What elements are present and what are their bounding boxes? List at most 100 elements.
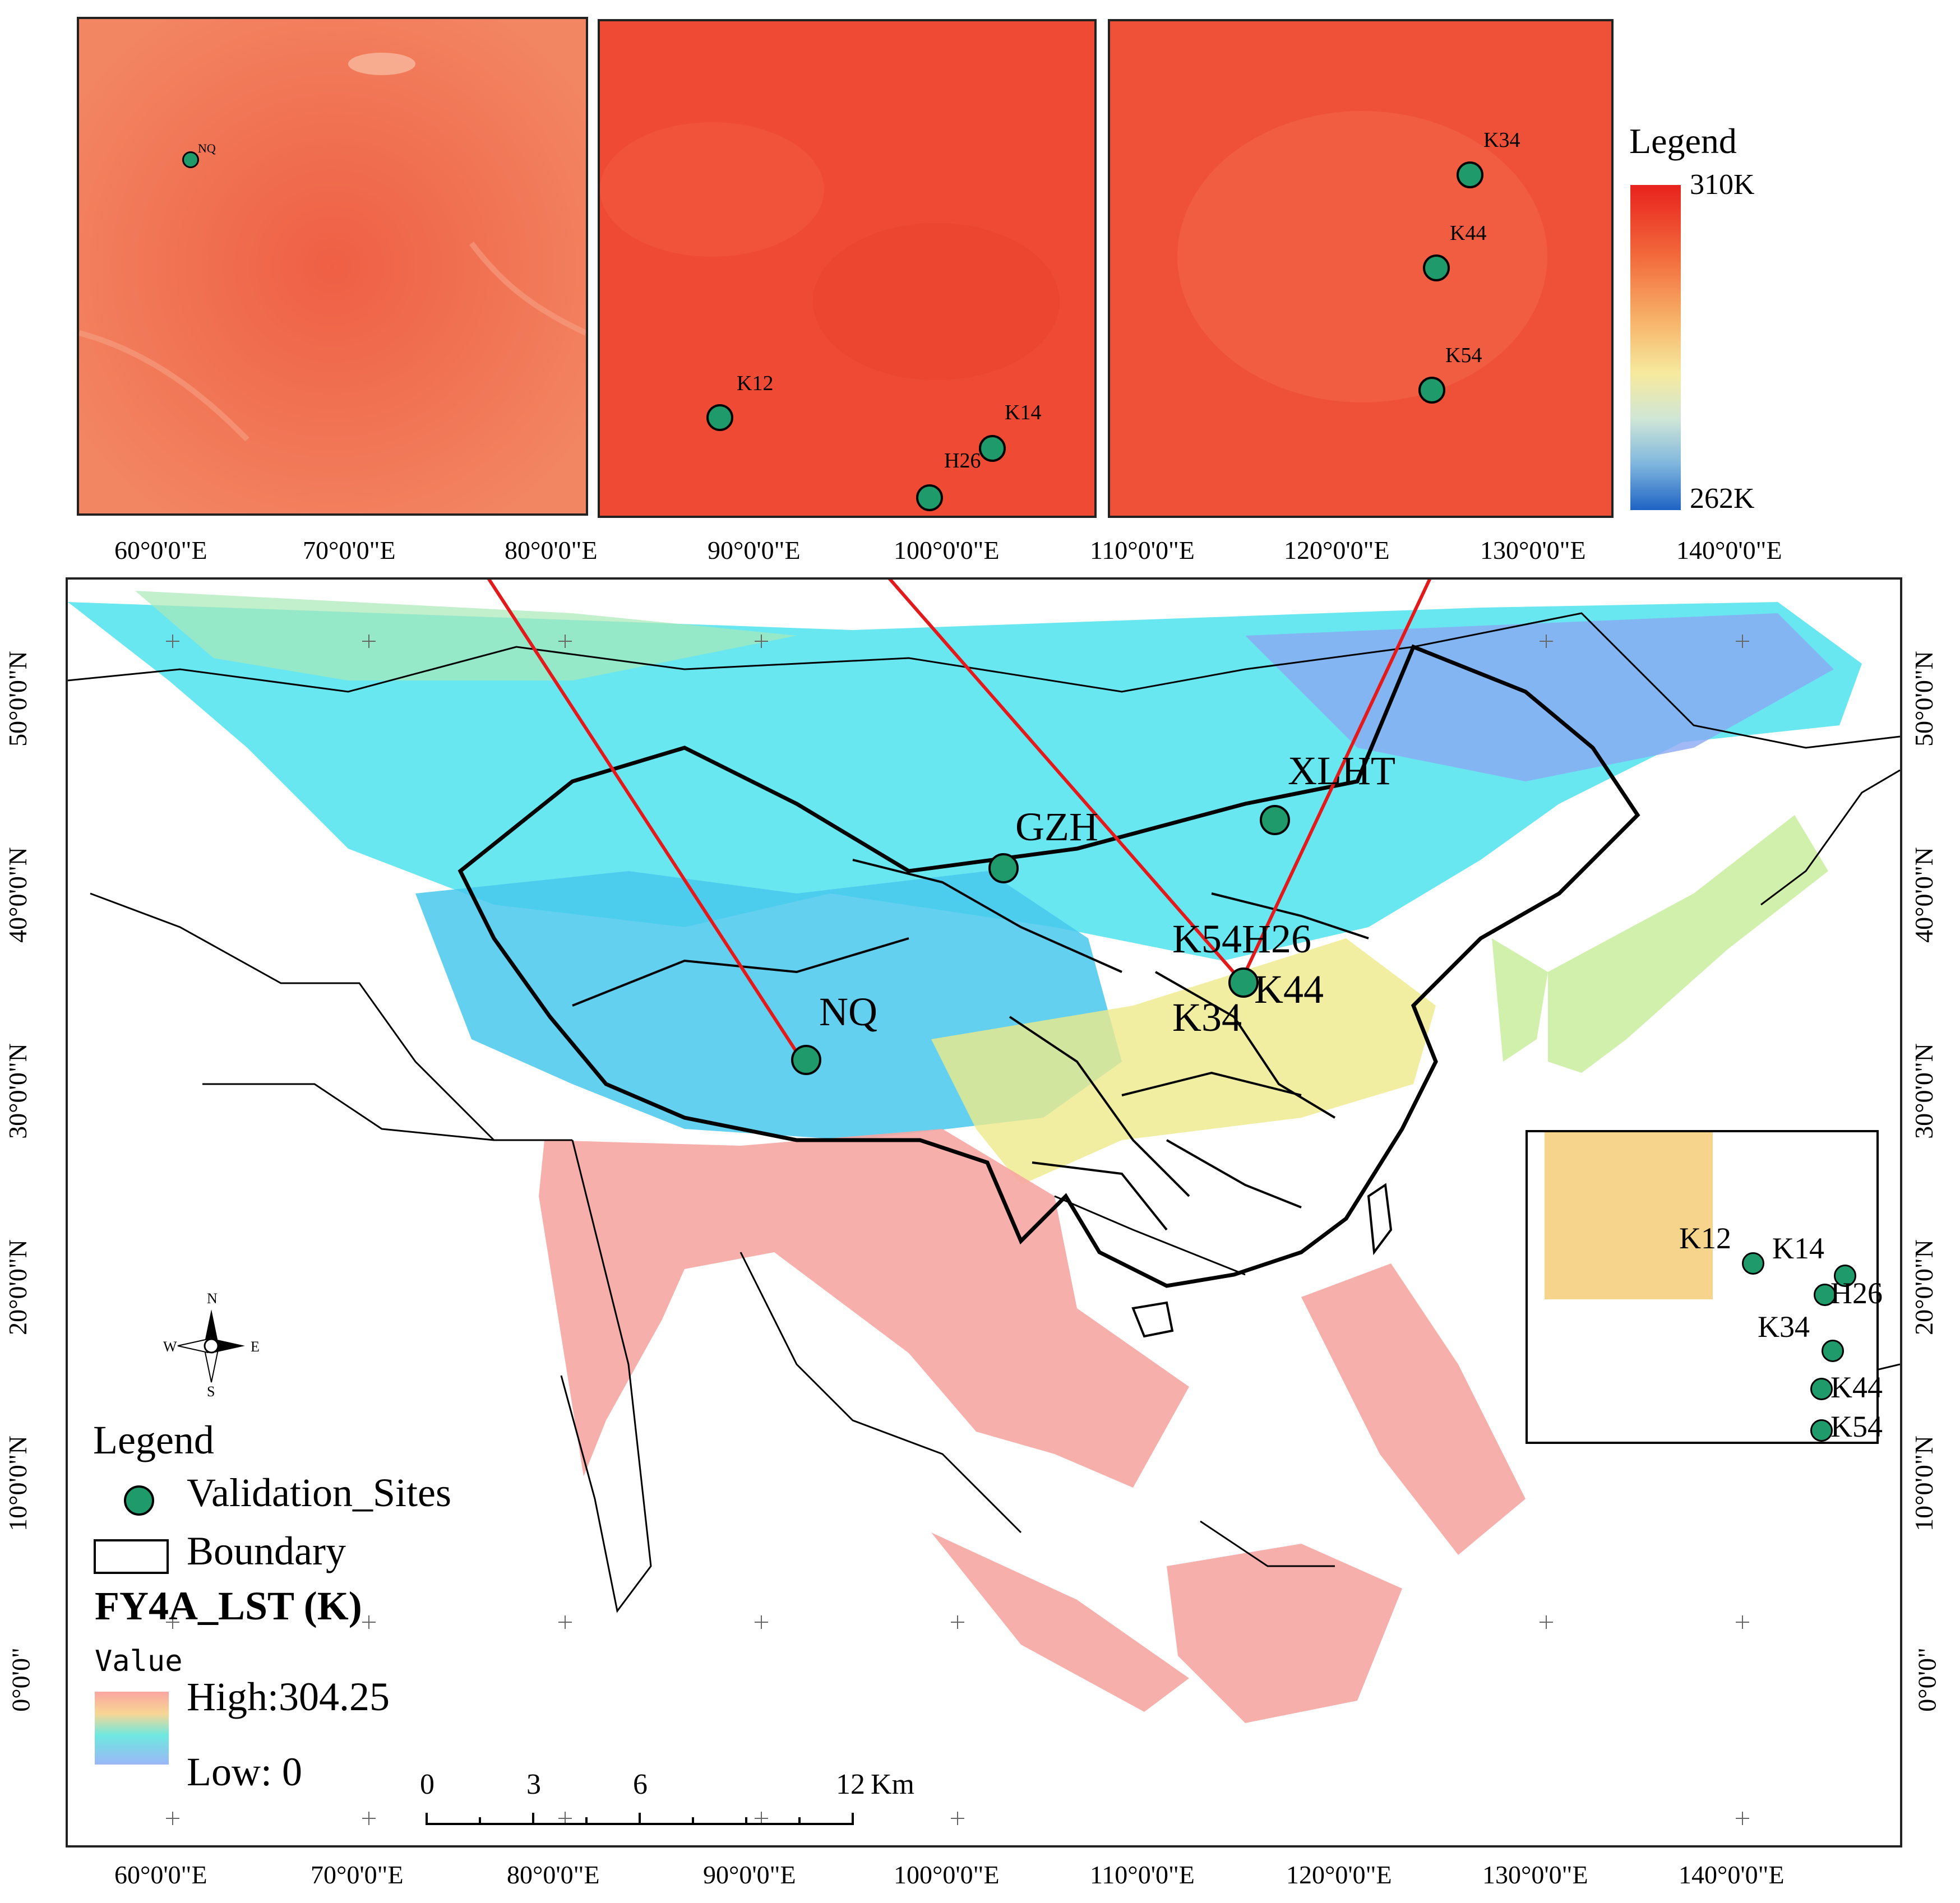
inset-legend-max: 310K bbox=[1690, 169, 1755, 201]
top-lon-label-60: 60°0'0"E bbox=[114, 536, 207, 564]
scale-tick-12: 12 bbox=[836, 1768, 865, 1800]
top-lon-label-120: 120°0'0"E bbox=[1284, 536, 1390, 564]
site-label-h26-inset: H26 bbox=[944, 449, 981, 473]
east-inset-panel: K34 K44 K54 bbox=[1108, 19, 1614, 518]
sea-islands-lst bbox=[931, 1263, 1526, 1723]
lat-label-left-50: 50°0'0"N bbox=[3, 651, 32, 747]
top-lon-label-130: 130°0'0"E bbox=[1480, 536, 1586, 564]
site-label-k44-inset: K44 bbox=[1450, 221, 1487, 245]
site-marker-k14-inset bbox=[979, 435, 1006, 462]
lat-label-left-40: 40°0'0"N bbox=[3, 847, 32, 943]
site-marker-k44-inset bbox=[1423, 254, 1450, 281]
lat-label-right-20: 20°0'0"N bbox=[1909, 1239, 1938, 1335]
legend-site-symbol bbox=[124, 1485, 154, 1516]
legend-low-label: Low: 0 bbox=[187, 1749, 302, 1794]
compass-s: S bbox=[207, 1383, 215, 1400]
scale-tick-3: 3 bbox=[526, 1768, 541, 1800]
lat-label-left-0: 0°0'0" bbox=[6, 1647, 35, 1712]
south-lst-region bbox=[539, 1129, 1189, 1488]
site-label-k12-inset: K12 bbox=[737, 372, 774, 395]
central-yellow bbox=[931, 938, 1436, 1185]
top-lon-label-100: 100°0'0"E bbox=[894, 536, 1000, 564]
legend-value-ramp bbox=[95, 1692, 169, 1765]
site-marker-h26-inset bbox=[916, 484, 943, 511]
site-marker-nq bbox=[791, 1045, 821, 1075]
site-label-k44-right: K44 bbox=[1830, 1370, 1883, 1404]
bottom-lon-label-130: 130°0'0"E bbox=[1482, 1860, 1588, 1889]
legend-title: Legend bbox=[93, 1418, 214, 1462]
henan-inset-texture bbox=[600, 21, 1094, 516]
site-marker-h26-right bbox=[1814, 1284, 1836, 1306]
lat-label-right-50: 50°0'0"N bbox=[1909, 651, 1938, 747]
site-marker-k12-inset bbox=[706, 404, 733, 431]
site-label-k44: K44 bbox=[1254, 967, 1324, 1012]
scale-bar-graphic bbox=[426, 1813, 854, 1825]
main-map-frame: XLHT GZH K54H26 K44 K34 NQ K12 K14 H26 K… bbox=[66, 577, 1902, 1848]
site-marker-k44-right bbox=[1810, 1378, 1833, 1400]
legend-high-label: High:304.25 bbox=[187, 1674, 390, 1719]
site-marker-k14-right bbox=[1834, 1265, 1856, 1287]
east-inset-texture bbox=[1110, 21, 1611, 516]
legend-boundary-symbol bbox=[94, 1539, 169, 1574]
compass-e: E bbox=[251, 1339, 260, 1355]
site-label-gzh: GZH bbox=[1015, 804, 1098, 849]
site-label-k14-right: K14 bbox=[1772, 1231, 1824, 1265]
scale-tick-6: 6 bbox=[633, 1768, 648, 1800]
scale-bar: 0 3 6 12 Km bbox=[415, 1768, 914, 1830]
top-lon-label-140: 140°0'0"E bbox=[1676, 536, 1782, 564]
site-label-nq: NQ bbox=[819, 989, 877, 1034]
inset-legend-title: Legend bbox=[1629, 121, 1737, 161]
bottom-lon-label-120: 120°0'0"E bbox=[1286, 1860, 1392, 1889]
site-marker-xlht bbox=[1260, 805, 1290, 835]
nq-inset-texture bbox=[79, 19, 586, 513]
site-label-k12-right: K12 bbox=[1679, 1221, 1731, 1255]
lat-label-right-0: 0°0'0" bbox=[1912, 1647, 1941, 1712]
main-map-canvas bbox=[68, 580, 1900, 1825]
right-inset-shaded-area bbox=[1545, 1132, 1713, 1299]
bottom-lon-label-70: 70°0'0"E bbox=[311, 1860, 404, 1889]
site-label-k54h26: K54H26 bbox=[1172, 916, 1311, 961]
site-label-k34: K34 bbox=[1172, 995, 1242, 1040]
scale-unit: Km bbox=[871, 1768, 914, 1800]
hainan bbox=[1131, 1301, 1174, 1338]
site-label-nq-inset: NQ bbox=[198, 141, 216, 155]
bottom-lon-label-110: 110°0'0"E bbox=[1090, 1860, 1195, 1889]
legend-layer-title: FY4A_LST (K) bbox=[95, 1583, 362, 1628]
site-label-k14-inset: K14 bbox=[1005, 401, 1042, 424]
compass-n: N bbox=[207, 1290, 218, 1307]
bottom-lon-label-90: 90°0'0"E bbox=[703, 1860, 796, 1889]
lat-label-left-10: 10°0'0"N bbox=[3, 1436, 32, 1531]
site-marker-k-cluster bbox=[1228, 967, 1259, 998]
compass-rose: N S W E bbox=[163, 1290, 260, 1400]
lat-label-left-30: 30°0'0"N bbox=[3, 1043, 32, 1139]
site-label-k34-inset: K34 bbox=[1483, 128, 1520, 152]
inset-legend-min: 262K bbox=[1690, 483, 1755, 515]
north-light bbox=[135, 591, 797, 680]
site-marker-k54-inset bbox=[1418, 377, 1445, 404]
china-boundary bbox=[457, 644, 1640, 1288]
bottom-lon-label-140: 140°0'0"E bbox=[1679, 1860, 1785, 1889]
lat-label-right-30: 30°0'0"N bbox=[1909, 1043, 1938, 1139]
inset-legend-colorbar bbox=[1630, 185, 1681, 510]
site-label-k34-right: K34 bbox=[1758, 1310, 1810, 1344]
top-lon-label-90: 90°0'0"E bbox=[708, 536, 801, 564]
henan-inset-panel: K12 K14 H26 bbox=[598, 19, 1097, 518]
site-marker-gzh bbox=[988, 853, 1019, 883]
legend-boundary-label: Boundary bbox=[187, 1529, 346, 1573]
site-marker-k34-inset bbox=[1457, 161, 1483, 188]
korea-japan-lst bbox=[1492, 815, 1828, 1073]
compass-icon bbox=[177, 1309, 245, 1383]
site-marker-k54-right bbox=[1810, 1419, 1833, 1442]
taiwan bbox=[1367, 1183, 1393, 1256]
right-inset-box: K12 K14 H26 K34 K44 K54 bbox=[1526, 1130, 1883, 1444]
site-marker-k34-right bbox=[1822, 1340, 1844, 1362]
site-marker-k12-right bbox=[1742, 1252, 1764, 1275]
top-lon-label-110: 110°0'0"E bbox=[1090, 536, 1195, 564]
top-lon-label-70: 70°0'0"E bbox=[303, 536, 396, 564]
lat-label-right-40: 40°0'0"N bbox=[1909, 847, 1938, 943]
scale-tick-0: 0 bbox=[420, 1768, 434, 1800]
inset-arrows bbox=[487, 580, 1432, 1052]
graticule-crosses bbox=[166, 635, 1749, 1825]
legend-sites-label: Validation_Sites bbox=[187, 1470, 451, 1515]
compass-w: W bbox=[163, 1339, 177, 1355]
